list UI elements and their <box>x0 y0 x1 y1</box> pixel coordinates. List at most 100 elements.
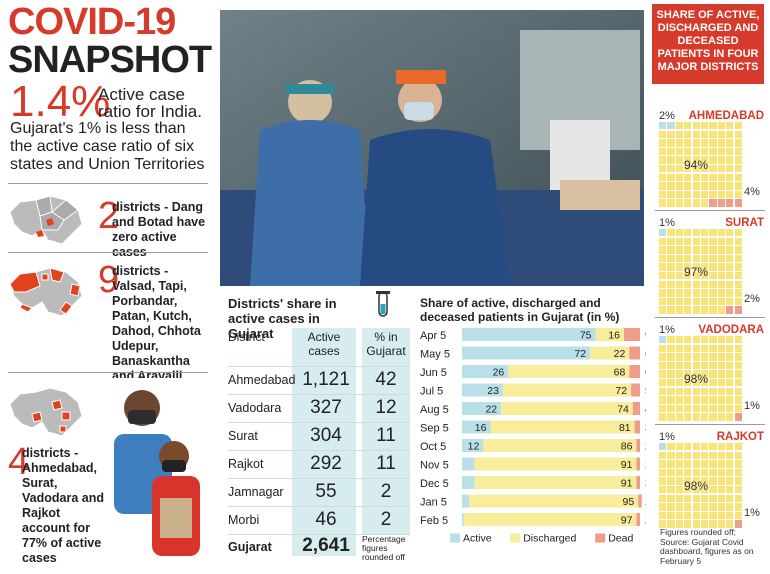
stacked-bar-chart: Apr 575169May 572226Jun 526686Jul 523725… <box>420 328 646 545</box>
waffle-cell-discharged <box>734 237 742 245</box>
waffle-cell-discharged <box>726 404 734 413</box>
hospital-photo <box>220 10 644 286</box>
waffle-cell-discharged <box>734 494 742 502</box>
waffle-cell-discharged <box>692 511 700 520</box>
waffle-cell-discharged <box>701 237 709 245</box>
waffle-cell-active <box>659 443 667 451</box>
waffle-cell-discharged <box>717 379 725 387</box>
bar-active <box>462 476 475 489</box>
category-label: Jan 5 <box>420 497 447 509</box>
waffle-cell-discharged <box>675 477 683 485</box>
waffle-cell-discharged <box>667 306 675 314</box>
waffle-cell-dead <box>734 520 742 528</box>
bar-discharged <box>483 439 637 452</box>
waffle-discharged-label: 98% <box>684 479 709 493</box>
waffle-cell-discharged <box>734 289 742 297</box>
row-district: Vadodara <box>228 401 282 415</box>
waffle-cell-discharged <box>709 297 717 306</box>
waffle-cell-discharged <box>675 451 683 459</box>
waffle-cell-dead <box>734 413 742 421</box>
data-label-discharged: 22 <box>614 348 626 360</box>
waffle-cell-discharged <box>709 520 717 528</box>
waffle-cell-discharged <box>734 156 742 164</box>
waffle-cell-discharged <box>726 451 734 459</box>
bar-active <box>462 328 596 341</box>
waffle-cell-discharged <box>667 503 675 511</box>
bar-dead <box>632 402 640 415</box>
waffle-cell-discharged <box>659 413 667 421</box>
data-label-dead: 6 <box>645 348 646 360</box>
waffle-cell-discharged <box>701 387 709 395</box>
row-pct: 11 <box>376 425 396 446</box>
waffle-cell-discharged <box>684 361 692 370</box>
waffle-cell-discharged <box>701 477 709 485</box>
waffle-cell-active <box>659 122 667 130</box>
waffle-cell-discharged <box>667 237 675 245</box>
category-label: Oct 5 <box>420 441 446 453</box>
total-active: 2,641 <box>302 535 350 556</box>
waffle-cell-discharged <box>709 173 717 181</box>
waffle-cell-discharged <box>659 353 667 361</box>
row-district: Ahmedabad <box>228 373 296 387</box>
waffle-cell-discharged <box>709 130 717 138</box>
waffle-cell-discharged <box>726 130 734 138</box>
bar-dead <box>631 383 640 397</box>
waffle-cell-discharged <box>667 156 675 164</box>
waffle-cell-discharged <box>717 361 725 370</box>
data-label-discharged: 68 <box>614 367 626 379</box>
waffle-cell-discharged <box>692 237 700 245</box>
waffle-cell-discharged <box>684 173 692 181</box>
waffle-cell-discharged <box>684 254 692 263</box>
waffle-cell-discharged <box>701 451 709 459</box>
group1-text: districts - Dang and Botad have zero act… <box>112 200 206 259</box>
waffle-cell-discharged <box>701 370 709 378</box>
row-pct: 2 <box>380 481 392 502</box>
waffle-cell-discharged <box>659 280 667 288</box>
waffle-cell-discharged <box>684 370 692 378</box>
waffle-cell-discharged <box>675 486 683 494</box>
chart-title: Share of active, discharged and deceased… <box>420 296 620 324</box>
waffle-cell-dead <box>709 199 717 207</box>
waffle-cell-discharged <box>701 289 709 297</box>
waffle-cell-discharged <box>726 280 734 288</box>
waffle-cell-discharged <box>709 486 717 494</box>
waffle-cell-discharged <box>709 413 717 421</box>
waffle-cell-discharged <box>734 229 742 237</box>
waffle-cell-dead <box>726 306 734 314</box>
waffle-cell-discharged <box>692 503 700 511</box>
waffle-cell-discharged <box>659 297 667 306</box>
waffle-cell-discharged <box>675 190 683 199</box>
table-row: Rajkot 292 11 <box>228 450 410 478</box>
waffle-cell-discharged <box>701 353 709 361</box>
waffle-cell-discharged <box>692 139 700 147</box>
waffle-cell-discharged <box>692 477 700 485</box>
waffle-cell-discharged <box>734 361 742 370</box>
row-active: 55 <box>315 481 337 502</box>
waffle-cell-discharged <box>701 156 709 164</box>
waffle-cell-discharged <box>684 413 692 421</box>
row-active: 1,121 <box>302 369 350 390</box>
waffle-cell-discharged <box>692 297 700 306</box>
waffle-cell-discharged <box>734 272 742 280</box>
waffle-cell-discharged <box>659 396 667 404</box>
waffle-cell-discharged <box>675 503 683 511</box>
table-row: Surat 304 11 <box>228 422 410 450</box>
waffle-cell-discharged <box>717 156 725 164</box>
waffle-cell-discharged <box>667 396 675 404</box>
waffle-cell-discharged <box>675 289 683 297</box>
waffle-cell-discharged <box>667 413 675 421</box>
waffle-cell-discharged <box>659 165 667 173</box>
waffle-cell-discharged <box>684 280 692 288</box>
bar-active <box>462 457 475 471</box>
waffle-cell-dead <box>734 306 742 314</box>
waffle-cell-discharged <box>734 353 742 361</box>
row-active: 292 <box>310 453 342 474</box>
waffle-cell-discharged <box>659 246 667 254</box>
waffle-cell-discharged <box>675 254 683 263</box>
waffle-cell-discharged <box>709 344 717 352</box>
waffle-active-label: 1% <box>659 324 675 336</box>
waffle-cell-discharged <box>675 404 683 413</box>
waffle-cell-discharged <box>717 396 725 404</box>
waffle-cell-discharged <box>734 443 742 451</box>
waffle-cell-discharged <box>717 182 725 190</box>
